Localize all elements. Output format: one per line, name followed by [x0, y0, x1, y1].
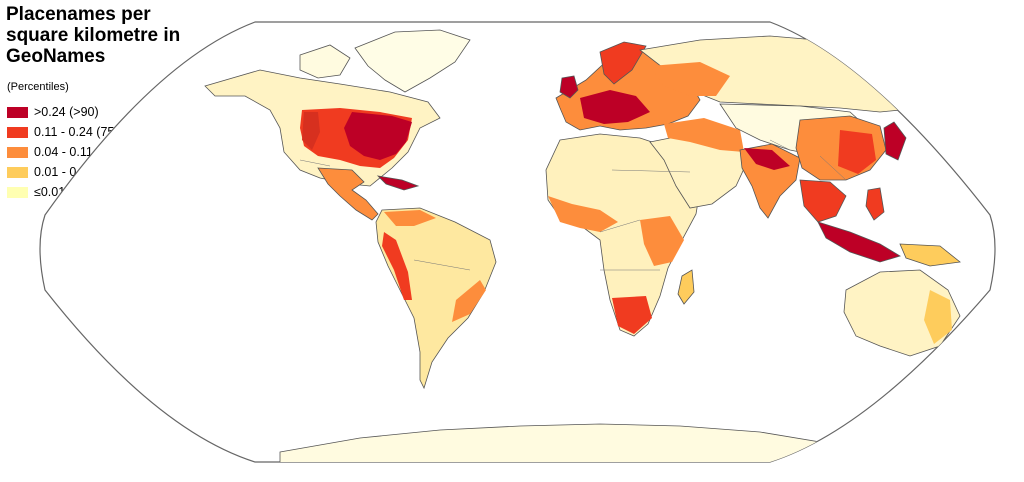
land-korea-japan: [883, 121, 907, 161]
land-indonesia: [817, 221, 901, 263]
land-scandinavia: [599, 41, 647, 85]
land-usa-east-dense: [344, 112, 412, 160]
land-arctic-canada: [299, 44, 351, 79]
land-brazil-coast: [452, 280, 486, 322]
land-south-africa: [612, 296, 652, 334]
land-east-africa: [640, 216, 684, 266]
land-west-africa: [548, 196, 618, 232]
map-title: Placenames per square kilometre in GeoNa…: [6, 4, 181, 67]
legend-swatch: [7, 106, 28, 118]
country-borders: [299, 139, 847, 271]
land-southeast-asia: [799, 179, 847, 223]
land-philippines: [865, 187, 885, 221]
legend-swatch: [7, 126, 28, 138]
land-caribbean: [376, 175, 420, 191]
land-turkey-iran: [664, 118, 744, 152]
legend-swatch: [7, 146, 28, 158]
legend-swatch: [7, 166, 28, 178]
land-antarctica: [279, 423, 821, 462]
land-west-russia-dense: [650, 62, 730, 96]
land-east-china-dense: [838, 130, 876, 174]
land-central-america: [317, 167, 379, 221]
land-andes: [382, 232, 412, 300]
land-europe-core: [580, 90, 650, 124]
land-madagascar: [677, 269, 695, 305]
land-australia-east: [924, 290, 952, 344]
land-usa-west-dense: [302, 112, 320, 150]
legend-label: >0.24 (>90): [34, 105, 99, 119]
land-indo-gangetic: [744, 148, 790, 170]
legend-swatch: [7, 186, 28, 198]
land-uk: [559, 75, 579, 99]
land-greenland: [354, 29, 471, 93]
land-south-america-coast: [384, 210, 436, 226]
legend-subtitle: (Percentiles): [7, 81, 69, 93]
land-new-guinea: [899, 243, 961, 267]
land-south-america: [375, 207, 497, 390]
legend-item: >0.24 (>90): [7, 102, 144, 122]
